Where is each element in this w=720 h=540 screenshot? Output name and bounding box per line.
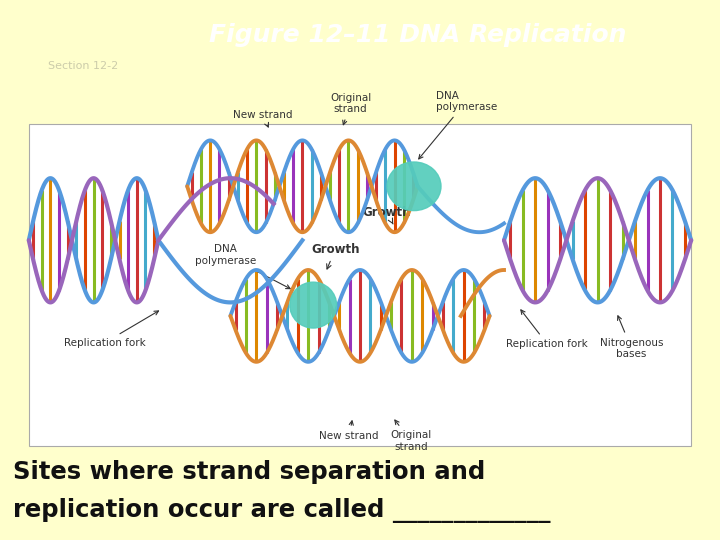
Text: Original
strand: Original strand (330, 93, 372, 125)
Text: Section 12-2: Section 12-2 (48, 61, 118, 71)
Text: DNA
polymerase: DNA polymerase (419, 91, 497, 159)
Text: Figure 12–11 DNA Replication: Figure 12–11 DNA Replication (209, 23, 626, 47)
Text: Growth: Growth (362, 206, 411, 224)
Text: New strand: New strand (320, 421, 379, 441)
Bar (29, 124, 691, 446)
Text: Nitrogenous
bases: Nitrogenous bases (600, 316, 663, 359)
Text: replication occur are called _____________: replication occur are called ___________… (13, 498, 551, 523)
Text: DNA
polymerase: DNA polymerase (194, 244, 290, 289)
Text: Sites where strand separation and: Sites where strand separation and (13, 461, 485, 484)
Text: Growth: Growth (311, 243, 359, 269)
Text: Original
strand: Original strand (390, 420, 432, 452)
Text: New strand: New strand (233, 110, 292, 127)
Text: Replication fork: Replication fork (63, 311, 158, 348)
Ellipse shape (289, 282, 336, 328)
Text: Replication fork: Replication fork (506, 310, 588, 349)
Ellipse shape (387, 162, 441, 211)
